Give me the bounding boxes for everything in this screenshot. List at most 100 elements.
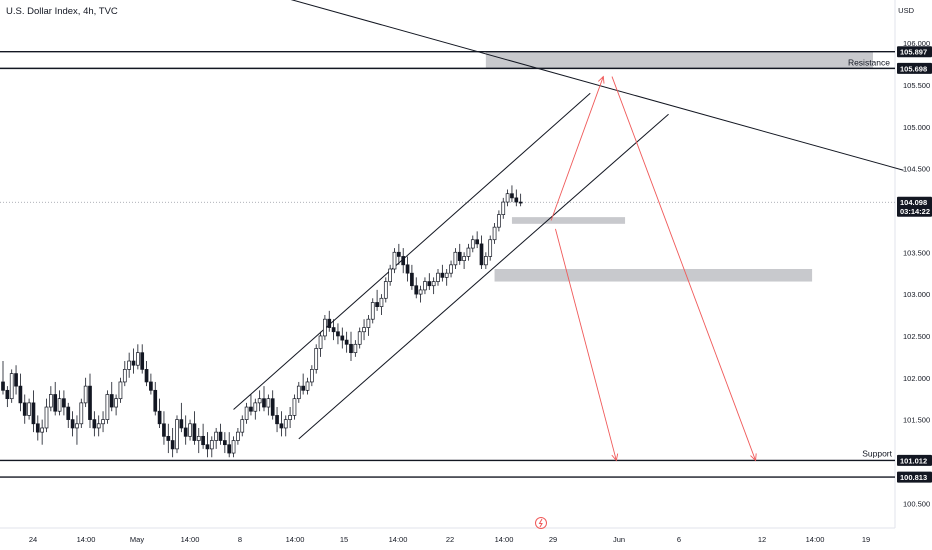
candle-body	[331, 327, 336, 333]
x-tick-label: 8	[238, 535, 242, 544]
candle-body	[62, 398, 66, 408]
candle-body	[227, 444, 232, 454]
candle-body	[353, 343, 358, 354]
candle-body	[53, 394, 58, 412]
candle-body	[105, 394, 110, 420]
alert-icon	[535, 517, 547, 529]
candle-body	[66, 406, 71, 420]
currency-label: USD	[898, 6, 914, 15]
candle-body	[44, 406, 49, 429]
zone-demand-zone-upper	[511, 217, 626, 224]
x-tick-label: 14:00	[806, 535, 825, 544]
zone-demand-zone-lower	[494, 269, 813, 282]
candle-body	[414, 285, 419, 295]
candle-body	[327, 318, 332, 328]
x-tick-label: Jun	[613, 535, 625, 544]
candle-body	[5, 389, 10, 400]
candle-body	[449, 264, 453, 274]
candle-body	[262, 398, 266, 408]
candle-body	[18, 385, 23, 404]
candle-body	[131, 360, 136, 366]
candle-body	[175, 419, 179, 450]
candle-body	[188, 423, 192, 437]
candle-body	[279, 423, 284, 429]
candle-body	[397, 251, 401, 257]
candle-body	[205, 444, 210, 450]
candle-body	[70, 419, 75, 429]
projection-up-leg	[550, 76, 604, 221]
projection-arrowhead	[597, 75, 605, 84]
price-tag-label: 105.897	[900, 48, 927, 57]
candle-body	[149, 381, 153, 391]
candle-body	[196, 435, 201, 441]
zone-resistance	[485, 51, 873, 69]
price-tag-label: 105.698	[900, 64, 927, 73]
price-tag-label: 100.813	[900, 473, 927, 482]
candle-body	[27, 402, 31, 416]
candle-body	[136, 352, 140, 366]
candle-body	[292, 398, 297, 416]
resistance-label: Resistance	[848, 57, 890, 67]
candle-body	[518, 201, 523, 204]
trendline-channel-lower	[298, 113, 669, 440]
y-tick-label: 105.500	[903, 81, 930, 90]
candle-body	[236, 431, 240, 441]
candle-body	[140, 352, 145, 370]
candle-body	[436, 272, 440, 282]
candle-body	[192, 423, 197, 441]
candle-body	[344, 339, 349, 345]
candle-body	[479, 243, 484, 266]
x-tick-label: 22	[446, 535, 454, 544]
y-tick-label: 103.000	[903, 290, 930, 299]
candle-body	[40, 427, 45, 433]
candle-body	[240, 419, 245, 433]
candle-body	[323, 318, 327, 337]
x-tick-label: 14:00	[77, 535, 96, 544]
candle-body	[379, 297, 384, 307]
alert-icon-bolt	[538, 518, 543, 528]
candle-body	[214, 431, 218, 441]
candle-body	[392, 251, 397, 270]
price-tag-label: 104.098	[900, 198, 927, 207]
x-tick-label: 14:00	[286, 535, 305, 544]
x-tick-label: 14:00	[181, 535, 200, 544]
y-tick-label: 101.500	[903, 416, 930, 425]
projection-arrowhead	[611, 453, 619, 462]
candle-body	[314, 348, 319, 370]
candle-body	[418, 289, 423, 295]
candle-body	[244, 406, 249, 420]
candle-body	[431, 281, 436, 287]
candle-body	[253, 402, 258, 412]
candle-body	[223, 440, 227, 446]
candle-body	[88, 385, 92, 420]
candle-body	[488, 239, 493, 257]
y-tick-label: 100.500	[903, 499, 930, 508]
candle-body	[366, 318, 371, 328]
candle-body	[22, 402, 27, 416]
y-tick-label: 106.000	[903, 39, 930, 48]
candle-body	[423, 281, 427, 291]
candle-body	[249, 406, 253, 412]
candle-body	[514, 197, 519, 203]
candle-body	[357, 331, 362, 345]
price-tag	[897, 46, 932, 58]
candle-body	[201, 435, 205, 446]
candle-body	[401, 256, 406, 266]
candle-body	[310, 369, 314, 383]
y-tick-label: 105.000	[903, 123, 930, 132]
candle-body	[349, 343, 353, 354]
price-tag	[897, 196, 932, 217]
x-tick-label: 6	[677, 535, 681, 544]
projection-down-leg-2	[611, 76, 756, 461]
candle-body	[288, 415, 292, 420]
candle-body	[118, 381, 123, 400]
y-tick-label: 102.000	[903, 374, 930, 383]
candle-body	[9, 373, 14, 400]
candle-body	[283, 419, 288, 429]
candle-body	[122, 369, 127, 383]
candle-body	[318, 335, 323, 349]
candle-body	[462, 256, 466, 261]
countdown-label: 03:14:22	[900, 207, 930, 216]
